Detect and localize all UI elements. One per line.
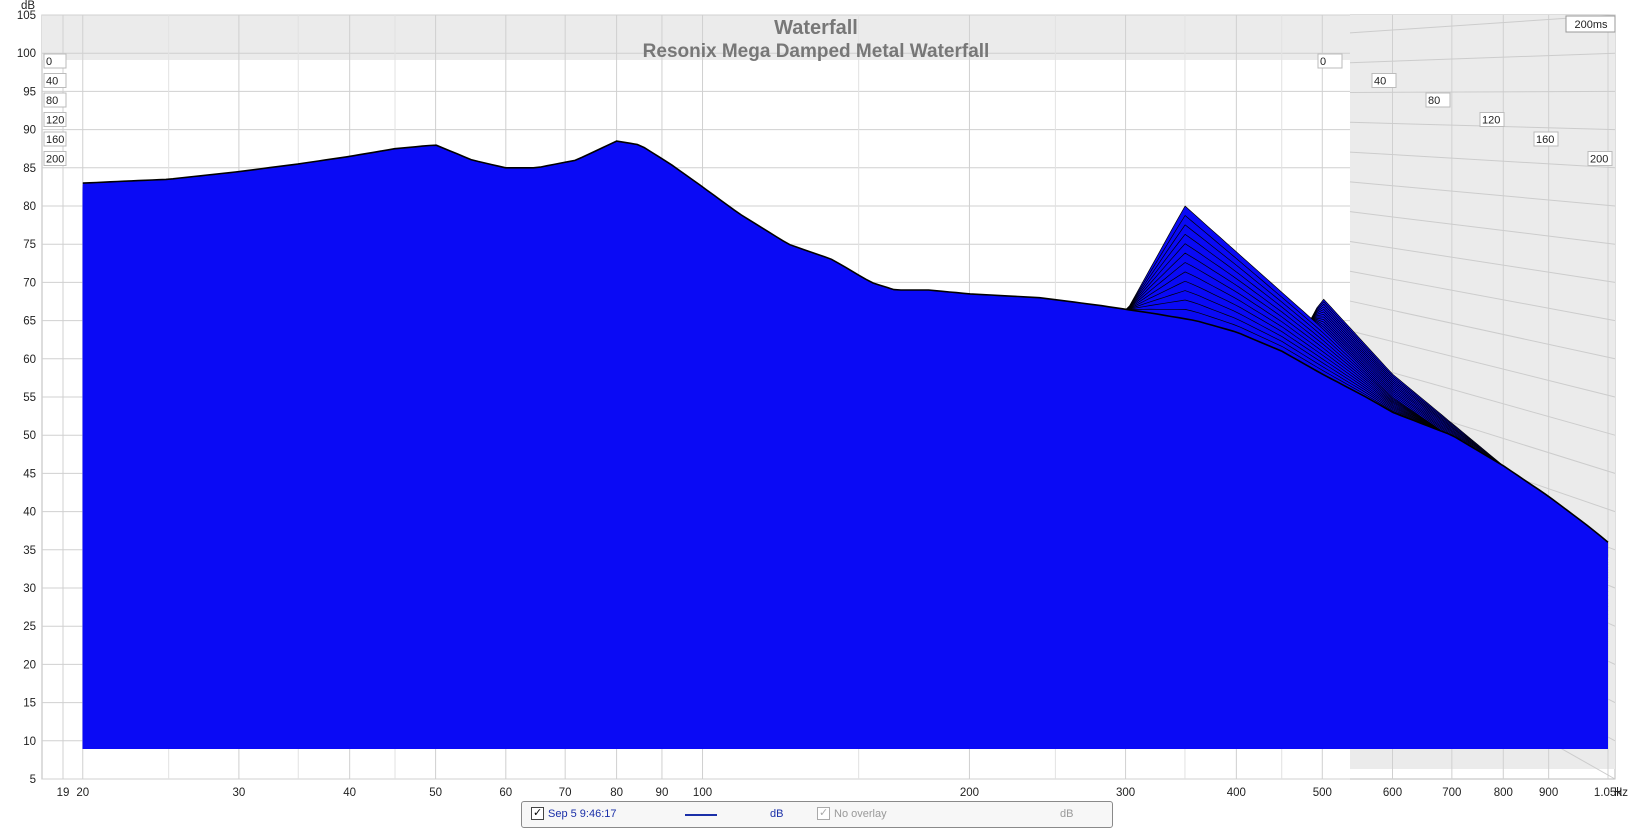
- y-tick-label: 75: [23, 239, 36, 251]
- time-labels-left: 0 40 80 120 160 200: [43, 53, 67, 166]
- y-tick-label: 105: [17, 10, 36, 22]
- waterfall-slice-fill: [82, 141, 1608, 750]
- x-tick-label: 60: [499, 787, 512, 799]
- time-tick-box: [43, 73, 67, 88]
- time-tick-box: [43, 53, 67, 69]
- time-tick-box: [1425, 92, 1451, 108]
- y-tick-label: 45: [23, 468, 36, 480]
- waterfall-slices: [82, 140, 1609, 750]
- x-tick-label: 900: [1539, 787, 1558, 799]
- x-tick-label: 50: [429, 787, 442, 799]
- time-tick-label: 40: [46, 76, 58, 88]
- measurement-checkbox[interactable]: ✓: [531, 807, 544, 820]
- y-tick-label: 70: [23, 277, 36, 289]
- y-tick-label: 50: [23, 430, 36, 442]
- y-tick-label: 60: [23, 354, 36, 366]
- perspective-line: [1349, 300, 1616, 360]
- time-tick-box: [1587, 151, 1613, 166]
- perspective-line: [1349, 211, 1616, 245]
- time-tick-label: 0: [46, 56, 52, 68]
- x-tick-label: 800: [1494, 787, 1513, 799]
- x-tick-label: 600: [1383, 787, 1402, 799]
- time-tick-label: 200: [1590, 154, 1608, 166]
- time-tick-label: 0: [1320, 56, 1326, 68]
- y-tick-label: 65: [23, 316, 36, 328]
- perspective-line: [1349, 240, 1616, 283]
- y-tick-label: 85: [23, 163, 36, 175]
- y-tick-label: 20: [23, 659, 36, 671]
- x-tick-label: 30: [232, 787, 245, 799]
- perspective-line: [1349, 360, 1616, 436]
- time-tick-box: [1371, 73, 1397, 88]
- time-tick-box: [43, 151, 67, 166]
- y-tick-label: 95: [23, 86, 36, 98]
- x-tick-label: 500: [1313, 787, 1332, 799]
- chart-title: Waterfall: [774, 17, 858, 39]
- time-tick-box: [1533, 131, 1559, 147]
- time-axis-badge: 200ms: [1565, 15, 1616, 33]
- legend: ✓ Sep 5 9:46:17 dB ✓ No overlay dB: [521, 801, 1113, 828]
- overlay-checkbox[interactable]: ✓: [817, 807, 830, 820]
- x-tick-label: 200: [960, 787, 979, 799]
- time-tick-label: 80: [1428, 95, 1440, 107]
- time-tick-label: 200: [46, 154, 64, 166]
- time-tick-label: 160: [46, 134, 64, 146]
- measurement-name[interactable]: Sep 5 9:46:17: [548, 808, 617, 820]
- x-tick-label: 400: [1227, 787, 1246, 799]
- overlay-name[interactable]: No overlay: [834, 808, 887, 820]
- time-tick-label: 80: [46, 95, 58, 107]
- time-tick-box: [43, 92, 67, 108]
- time-tick-label: 40: [1374, 76, 1386, 88]
- time-tick-box: [43, 131, 67, 147]
- overlay-unit: dB: [1060, 808, 1074, 820]
- chart-subtitle: Resonix Mega Damped Metal Waterfall: [643, 41, 990, 62]
- perspective-line: [1349, 181, 1616, 207]
- y-tick-label: 5: [30, 774, 36, 786]
- waterfall-slice-line: [82, 140, 1609, 543]
- measurement-unit: dB: [770, 808, 784, 820]
- x-axis: 19 20 30 40 50 60 70 80 90 100 200 300 400 500 600 700 8…: [57, 787, 1623, 799]
- y-axis: 5 10 15 20 25 30 35 40 45 50 55 60 65 70 75 80 85 90 95 100…: [17, 10, 36, 786]
- y-tick-label: 80: [23, 201, 36, 213]
- y-tick-label: 90: [23, 125, 36, 137]
- measurement-line-swatch: [685, 814, 717, 816]
- y-tick-label: 40: [23, 507, 36, 519]
- x-tick-label: 90: [656, 787, 669, 799]
- time-tick-box: [1317, 53, 1343, 69]
- time-tick-label: 160: [1536, 134, 1554, 146]
- perspective-line: [1349, 270, 1616, 322]
- y-tick-label: 15: [23, 698, 36, 710]
- time-tick-box: [43, 112, 67, 127]
- y-tick-label: 30: [23, 583, 36, 595]
- time-tick-box: [1479, 112, 1505, 127]
- time-tick-label: 120: [46, 115, 64, 127]
- y-tick-label: 25: [23, 621, 36, 633]
- x-tick-label: 40: [343, 787, 356, 799]
- y-tick-label: 10: [23, 736, 36, 748]
- perspective-line: [1349, 151, 1616, 169]
- x-tick-label: 19: [57, 787, 70, 799]
- x-tick-label: 300: [1116, 787, 1135, 799]
- y-axis-label: dB: [21, 0, 35, 12]
- y-tick-label: 100: [17, 48, 36, 60]
- x-tick-label: 1.05k: [1594, 787, 1622, 799]
- time-labels-right: 0 40 80 120 160 200: [1317, 53, 1613, 166]
- x-tick-label: 700: [1442, 787, 1461, 799]
- time-axis-label: 200ms: [1574, 19, 1608, 31]
- x-axis-label: Hz: [1614, 787, 1628, 799]
- y-tick-label: 35: [23, 545, 36, 557]
- x-tick-label: 20: [76, 787, 89, 799]
- perspective-line: [1349, 52, 1616, 64]
- x-tick-label: 100: [693, 787, 712, 799]
- y-tick-label: 55: [23, 392, 36, 404]
- perspective-line: [1349, 330, 1616, 398]
- x-tick-label: 70: [559, 787, 572, 799]
- perspective-line: [1349, 90, 1616, 93]
- x-tick-label: 80: [610, 787, 623, 799]
- time-tick-label: 120: [1482, 115, 1500, 127]
